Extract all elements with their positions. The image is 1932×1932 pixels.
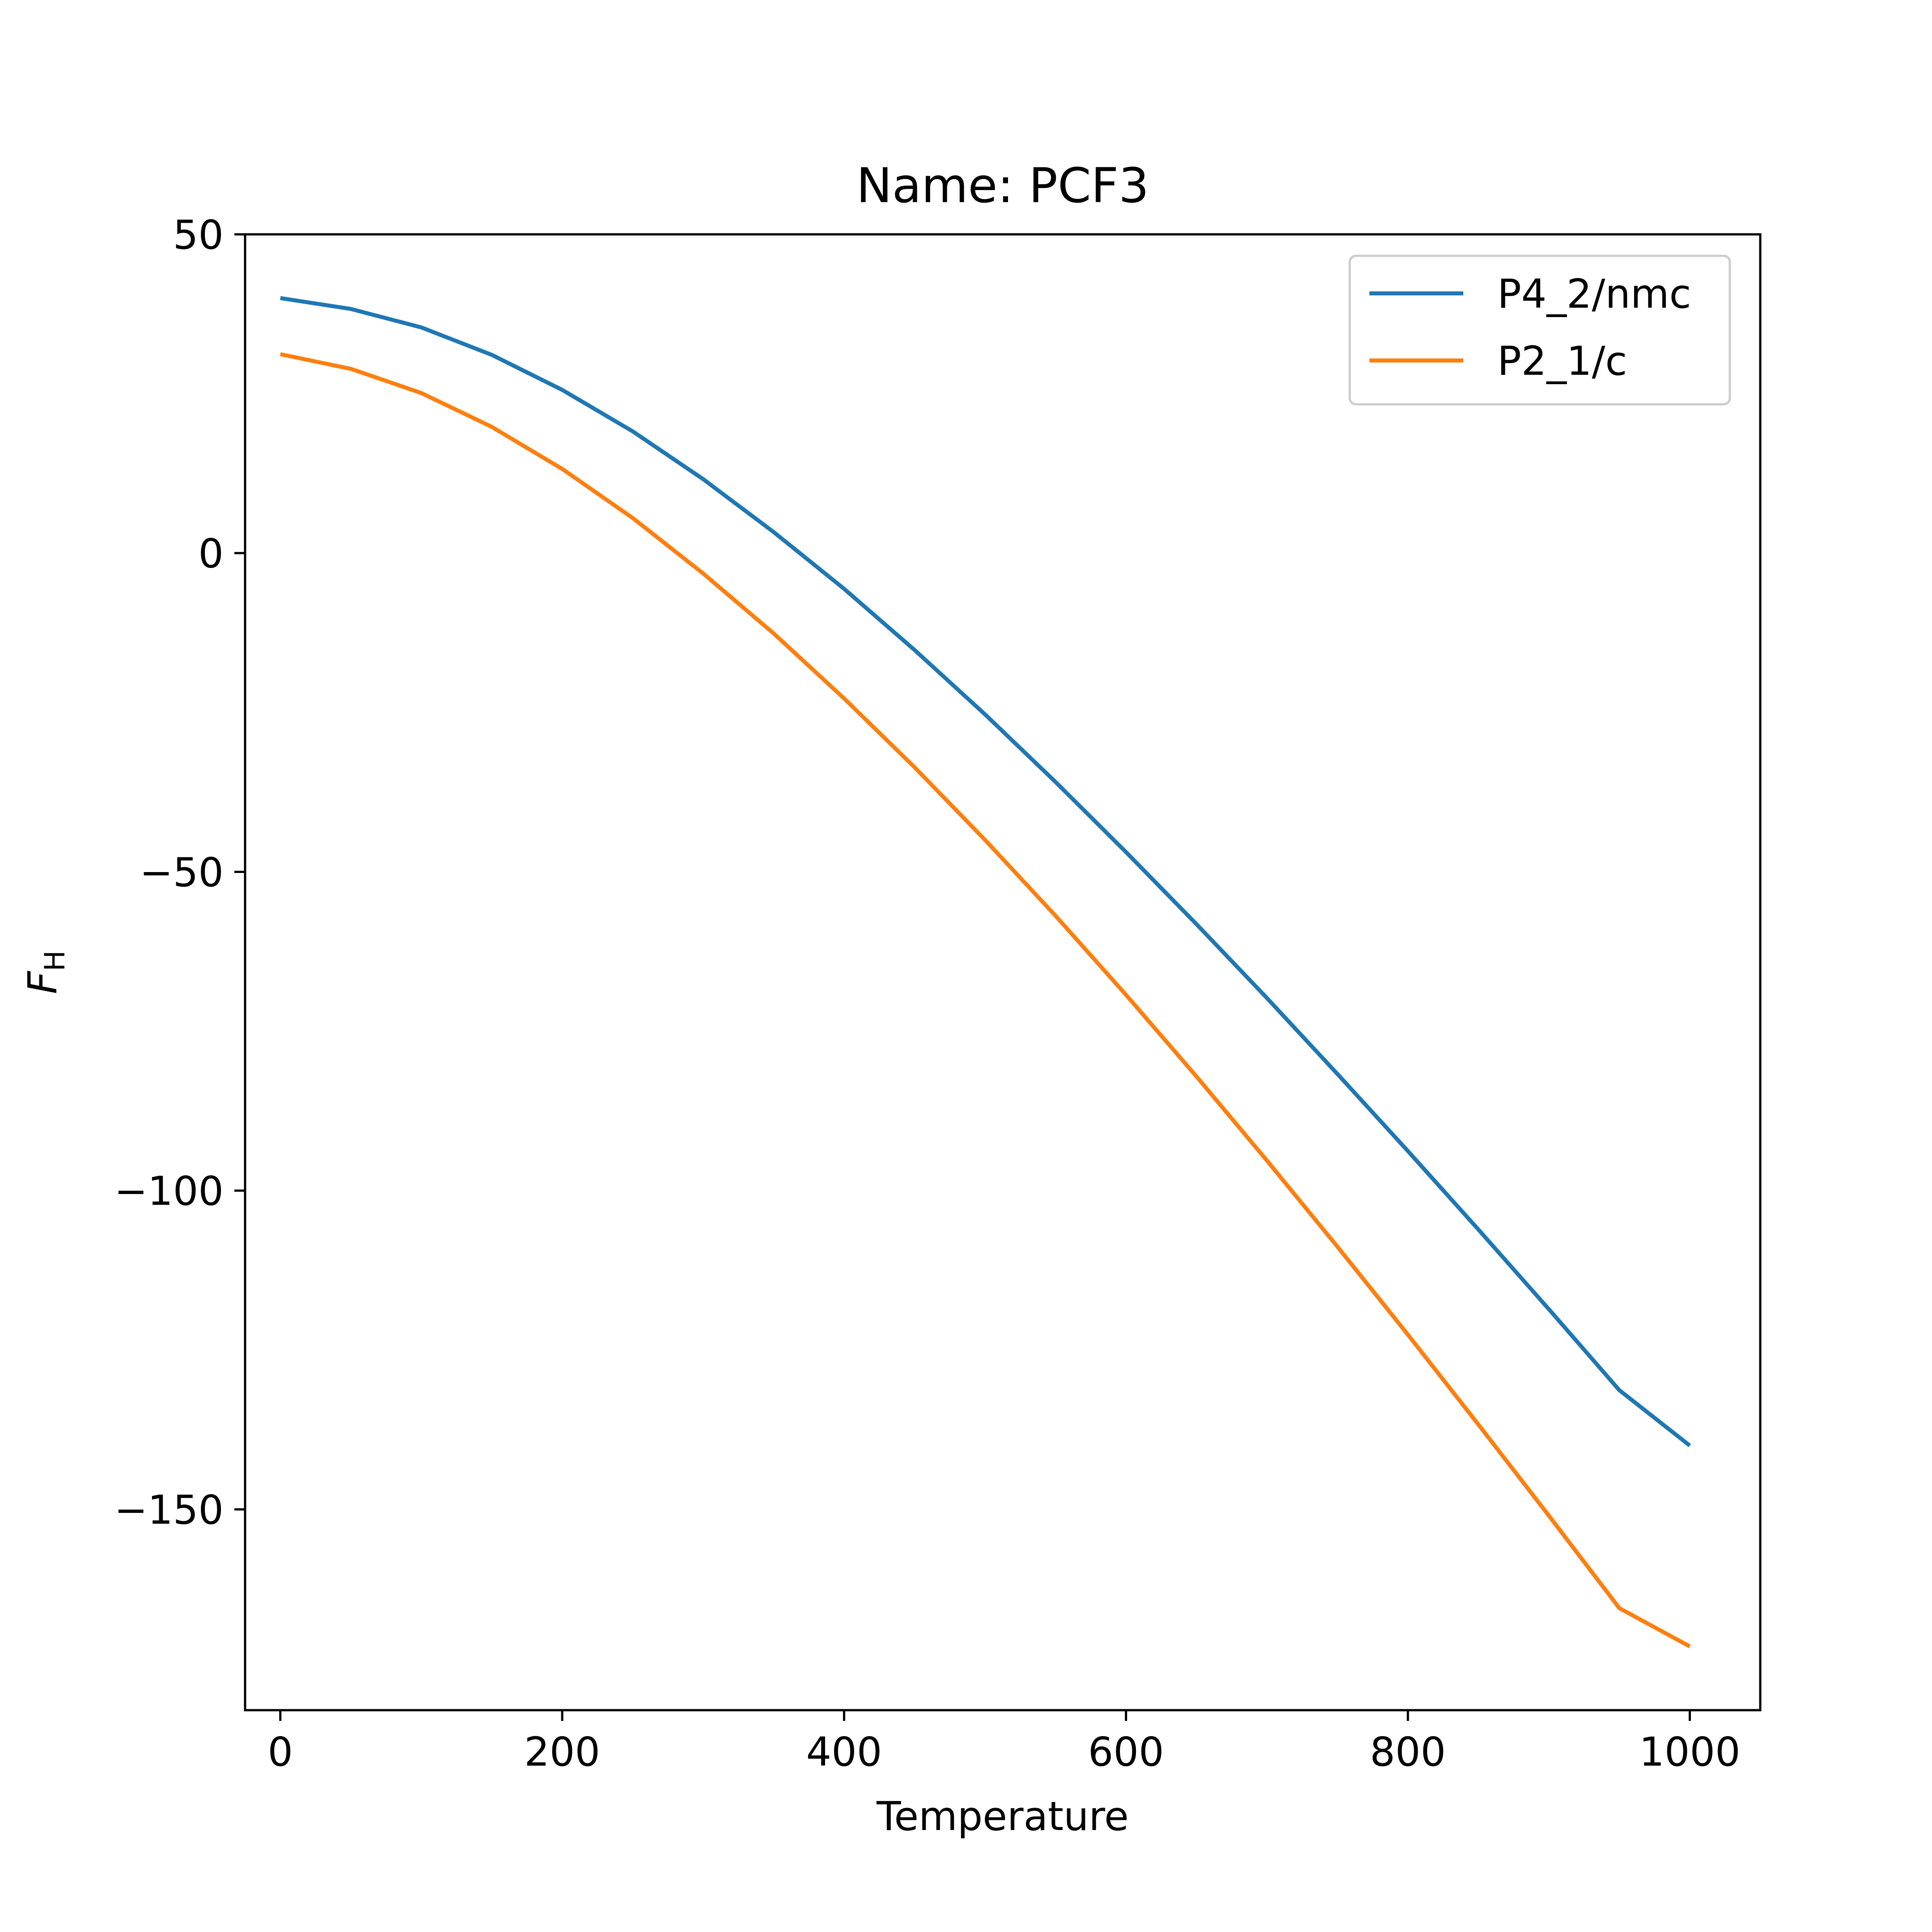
- x-tick-label: 1000: [1639, 1729, 1741, 1775]
- y-axis-ticks: 50 0 −50 −100 −150: [114, 212, 245, 1533]
- x-axis-ticks: 0 200 400 600 800 1000: [267, 1710, 1741, 1775]
- y-axis-title-subscript: H: [38, 950, 71, 971]
- y-tick-label: 0: [198, 530, 224, 577]
- x-tick-label: 0: [267, 1729, 293, 1775]
- y-axis-title-main: F: [19, 970, 66, 994]
- x-tick-label: 800: [1370, 1729, 1446, 1775]
- x-tick-label: 600: [1088, 1729, 1164, 1775]
- y-axis-title: FH: [19, 950, 71, 994]
- series-line-1: [280, 352, 1691, 1648]
- chart-title: Name: PCF3: [856, 158, 1149, 214]
- x-tick-label: 200: [524, 1729, 600, 1775]
- x-tick-label: 400: [806, 1729, 882, 1775]
- plot-frame: [244, 233, 1762, 1712]
- y-tick-label: −50: [140, 849, 224, 895]
- y-tick-label: −100: [114, 1168, 224, 1214]
- series-line-0: [280, 296, 1691, 1447]
- x-axis-title: Temperature: [876, 1793, 1129, 1839]
- series-layer: [280, 296, 1691, 1648]
- legend-label-p4-2-nmc: P4_2/nmc: [1497, 271, 1691, 317]
- svg-text:FH: FH: [19, 950, 71, 994]
- legend: P4_2/nmc P2_1/c: [1348, 254, 1731, 406]
- y-tick-label: 50: [173, 212, 224, 258]
- y-tick-label: −150: [114, 1487, 224, 1533]
- legend-label-p2-1-c: P2_1/c: [1497, 338, 1627, 384]
